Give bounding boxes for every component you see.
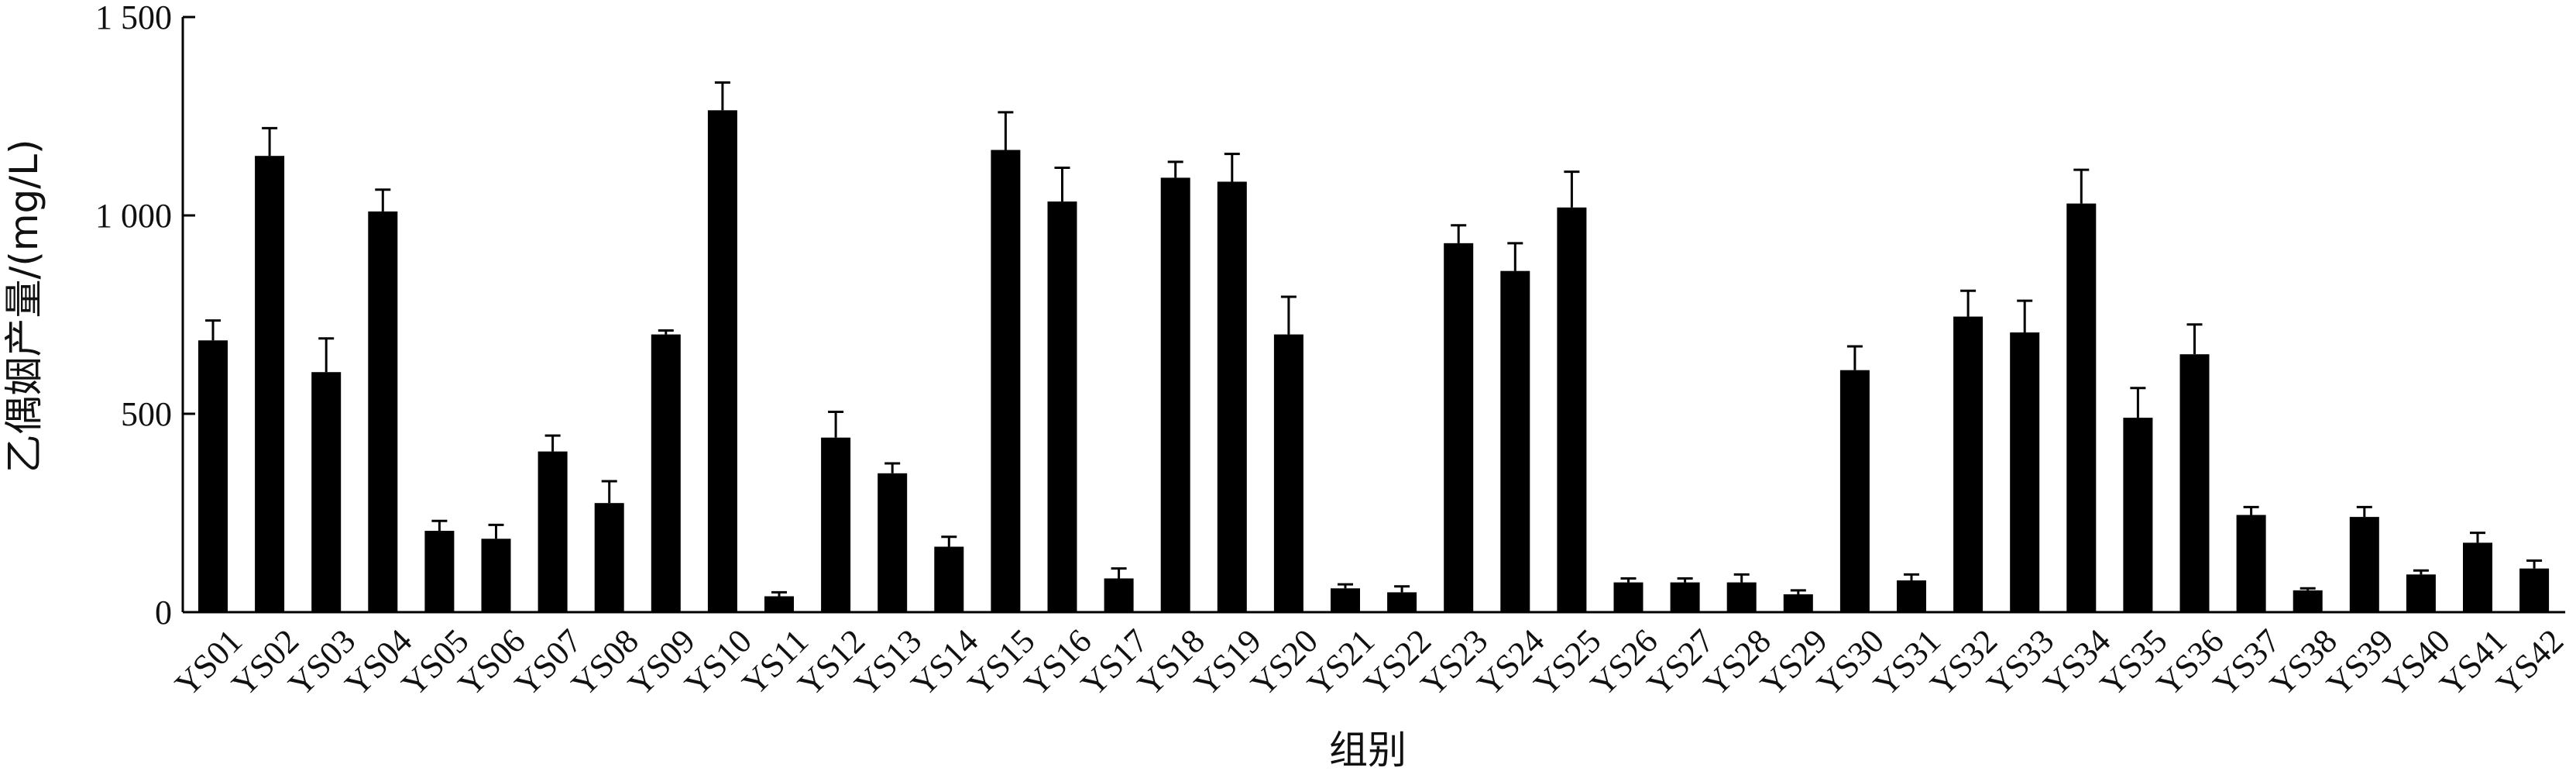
x-tick-label: YS27 — [1640, 621, 1722, 704]
bar — [538, 451, 568, 612]
x-tick-label: YS41 — [2433, 621, 2515, 704]
x-tick-label: YS42 — [2489, 621, 2571, 704]
bar — [991, 150, 1021, 612]
y-axis-title: 乙偶姻产量/(mg/L) — [2, 139, 46, 473]
y-axis: 0 500 1 000 1 500 — [95, 0, 195, 632]
x-tick-label: YS14 — [904, 621, 986, 704]
bar — [651, 334, 681, 612]
bar — [2349, 517, 2379, 612]
x-tick-label: YS20 — [1243, 621, 1325, 704]
x-tick-label: YS05 — [394, 621, 476, 704]
bar — [934, 546, 964, 612]
x-tick-label: YS03 — [281, 621, 363, 704]
x-tick-label: YS07 — [507, 621, 589, 704]
x-tick-label: YS34 — [2036, 621, 2118, 704]
x-tick-label: YS38 — [2262, 621, 2344, 704]
x-tick-label: YS15 — [960, 621, 1042, 704]
x-tick-label: YS22 — [1357, 621, 1439, 704]
x-tick-label: YS31 — [1867, 621, 1949, 704]
bar — [764, 596, 794, 612]
x-tick-label: YS32 — [1923, 621, 2005, 704]
x-tick-label: YS24 — [1470, 621, 1552, 704]
x-tick-label: YS35 — [2093, 621, 2175, 704]
x-tick-label: YS10 — [677, 621, 759, 704]
bar — [2236, 515, 2266, 612]
bar — [707, 110, 737, 612]
bar — [368, 211, 398, 612]
x-tick-label: YS29 — [1753, 621, 1835, 704]
bar — [1953, 316, 1984, 612]
x-tick-label: YS37 — [2206, 621, 2288, 704]
y-tick-label: 1 500 — [95, 0, 172, 36]
bar — [1273, 334, 1303, 612]
y-tick-label: 500 — [121, 395, 172, 433]
bar — [821, 437, 851, 612]
bar — [1047, 201, 1077, 613]
y-tick-label: 0 — [155, 594, 172, 632]
x-tick-label: YS33 — [1980, 621, 2062, 704]
x-tick-label: YS23 — [1413, 621, 1496, 704]
bar — [1783, 594, 1813, 612]
x-tick-label: YS39 — [2319, 621, 2401, 704]
bar — [878, 473, 908, 612]
bar — [1160, 177, 1190, 613]
x-tick-label: YS21 — [1300, 621, 1382, 704]
x-tick-label: YS19 — [1187, 621, 1269, 704]
error-bars — [205, 81, 2543, 597]
x-tick-label: YS16 — [1017, 621, 1099, 704]
bar — [2066, 203, 2097, 612]
bar — [198, 340, 228, 612]
x-tick-label: YS06 — [451, 621, 533, 704]
bar — [2179, 354, 2210, 612]
x-tick-label: YS09 — [620, 621, 702, 704]
bar — [255, 156, 285, 612]
x-tick-label: YS12 — [791, 621, 873, 704]
bar — [1444, 243, 1474, 612]
x-tick-label: YS26 — [1583, 621, 1665, 704]
x-tick-label: YS30 — [1809, 621, 1891, 704]
bar — [1217, 181, 1247, 613]
bar — [424, 531, 455, 612]
bar — [481, 539, 511, 612]
x-tick-label: YS04 — [338, 621, 420, 704]
x-tick-label: YS18 — [1130, 621, 1212, 704]
bar — [2123, 418, 2153, 612]
x-tick-label: YS08 — [564, 621, 646, 704]
bar — [1557, 207, 1587, 612]
bar — [311, 372, 342, 612]
x-tick-label: YS25 — [1527, 621, 1609, 704]
bar — [1839, 370, 1870, 612]
bar — [2010, 332, 2040, 612]
x-tick-label: YS02 — [225, 621, 307, 704]
x-axis-title: 组别 — [1329, 728, 1406, 771]
bar — [594, 503, 624, 612]
bar — [2463, 542, 2492, 612]
y-tick-label: 1 000 — [95, 197, 172, 235]
x-tick-label: YS13 — [847, 621, 929, 704]
x-tick-label: YS17 — [1073, 621, 1156, 704]
x-tick-label: YS28 — [1696, 621, 1778, 704]
x-tick-label: YS36 — [2149, 621, 2231, 704]
x-tick-label: YS01 — [168, 621, 250, 704]
bars — [198, 110, 2550, 613]
bar — [1500, 270, 1530, 612]
x-tick-label: YS40 — [2375, 621, 2458, 704]
x-axis: YS01YS02YS03YS04YS05YS06YS07YS08YS09YS10… — [168, 604, 2571, 704]
